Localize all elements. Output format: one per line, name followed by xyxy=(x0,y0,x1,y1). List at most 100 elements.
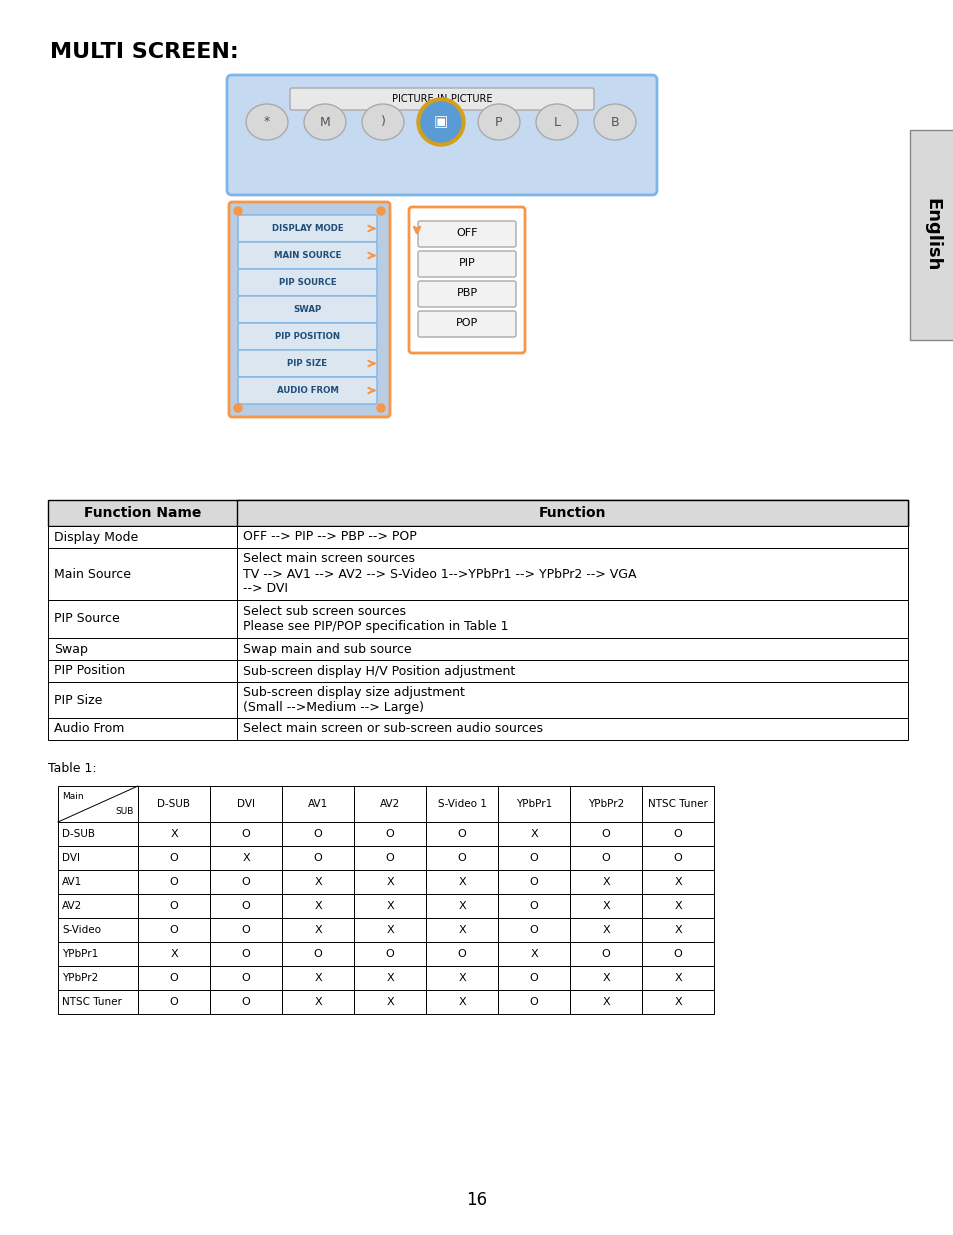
Text: O: O xyxy=(170,997,178,1007)
Text: O: O xyxy=(457,948,466,960)
Text: YPbPr2: YPbPr2 xyxy=(62,973,98,983)
Bar xyxy=(426,942,497,966)
Text: O: O xyxy=(673,853,681,863)
Circle shape xyxy=(233,207,242,215)
FancyBboxPatch shape xyxy=(417,221,516,247)
FancyBboxPatch shape xyxy=(237,242,376,269)
Bar xyxy=(569,966,641,990)
Text: POP: POP xyxy=(456,317,477,327)
Text: O: O xyxy=(601,948,610,960)
Text: O: O xyxy=(241,948,250,960)
Bar xyxy=(58,942,138,966)
Bar xyxy=(641,894,713,918)
Text: Main: Main xyxy=(62,792,84,802)
Bar xyxy=(426,869,497,894)
Bar xyxy=(210,823,282,846)
Bar xyxy=(210,918,282,942)
Bar xyxy=(48,548,237,600)
Bar xyxy=(497,918,569,942)
Text: English: English xyxy=(923,199,940,272)
Text: S-Video 1: S-Video 1 xyxy=(437,799,486,809)
Bar xyxy=(354,869,426,894)
Bar xyxy=(354,990,426,1014)
Bar xyxy=(569,823,641,846)
FancyBboxPatch shape xyxy=(237,296,376,324)
Text: YPbPr1: YPbPr1 xyxy=(516,799,552,809)
Bar xyxy=(237,638,907,659)
Text: X: X xyxy=(457,973,465,983)
Text: PIP SOURCE: PIP SOURCE xyxy=(278,278,336,287)
Text: Select main screen or sub-screen audio sources: Select main screen or sub-screen audio s… xyxy=(243,722,542,736)
Text: X: X xyxy=(601,925,609,935)
FancyBboxPatch shape xyxy=(237,350,376,377)
Bar xyxy=(354,942,426,966)
Bar xyxy=(426,785,497,823)
Text: Swap main and sub source: Swap main and sub source xyxy=(243,642,412,656)
Text: Function: Function xyxy=(538,506,606,520)
FancyBboxPatch shape xyxy=(409,207,524,353)
Bar xyxy=(497,823,569,846)
Bar xyxy=(569,918,641,942)
Bar xyxy=(569,846,641,869)
Bar xyxy=(210,785,282,823)
Bar xyxy=(426,990,497,1014)
Bar xyxy=(58,918,138,942)
Text: OFF --> PIP --> PBP --> POP: OFF --> PIP --> PBP --> POP xyxy=(243,531,416,543)
Bar xyxy=(641,990,713,1014)
FancyBboxPatch shape xyxy=(417,251,516,277)
Text: NTSC Tuner: NTSC Tuner xyxy=(62,997,122,1007)
Bar xyxy=(282,823,354,846)
Bar xyxy=(282,846,354,869)
Text: O: O xyxy=(601,853,610,863)
Circle shape xyxy=(416,98,464,146)
Text: O: O xyxy=(601,829,610,839)
Bar xyxy=(237,526,907,548)
Circle shape xyxy=(233,404,242,412)
Text: MAIN SOURCE: MAIN SOURCE xyxy=(274,251,341,261)
Ellipse shape xyxy=(246,104,288,140)
Text: X: X xyxy=(386,877,394,887)
Bar xyxy=(354,785,426,823)
Text: X: X xyxy=(457,877,465,887)
Text: O: O xyxy=(385,948,394,960)
Bar xyxy=(210,990,282,1014)
Text: Select sub screen sources
Please see PIP/POP specification in Table 1: Select sub screen sources Please see PIP… xyxy=(243,605,508,634)
Bar xyxy=(58,785,138,823)
Text: AV1: AV1 xyxy=(308,799,328,809)
Ellipse shape xyxy=(594,104,636,140)
Bar xyxy=(282,869,354,894)
Bar xyxy=(237,718,907,740)
Text: X: X xyxy=(170,948,177,960)
Bar xyxy=(354,918,426,942)
Text: PIP Source: PIP Source xyxy=(54,613,120,625)
Text: O: O xyxy=(529,853,537,863)
Circle shape xyxy=(376,207,385,215)
Bar xyxy=(426,823,497,846)
Text: O: O xyxy=(241,925,250,935)
Bar xyxy=(354,846,426,869)
Text: O: O xyxy=(170,902,178,911)
Text: X: X xyxy=(170,829,177,839)
Text: AUDIO FROM: AUDIO FROM xyxy=(276,387,338,395)
Bar xyxy=(641,942,713,966)
Bar xyxy=(138,942,210,966)
Text: X: X xyxy=(601,877,609,887)
Text: O: O xyxy=(529,902,537,911)
Text: X: X xyxy=(386,902,394,911)
Text: O: O xyxy=(170,877,178,887)
Bar xyxy=(210,869,282,894)
Text: PICTURE-IN-PICTURE: PICTURE-IN-PICTURE xyxy=(392,94,492,104)
Text: X: X xyxy=(386,925,394,935)
Text: AV1: AV1 xyxy=(62,877,82,887)
Bar xyxy=(282,966,354,990)
Bar xyxy=(237,659,907,682)
FancyBboxPatch shape xyxy=(229,203,390,417)
Text: O: O xyxy=(673,829,681,839)
Text: Main Source: Main Source xyxy=(54,568,131,580)
Text: O: O xyxy=(529,997,537,1007)
Bar xyxy=(138,823,210,846)
Text: DVI: DVI xyxy=(236,799,254,809)
Text: O: O xyxy=(385,829,394,839)
Text: SWAP: SWAP xyxy=(294,305,321,314)
Bar xyxy=(210,894,282,918)
